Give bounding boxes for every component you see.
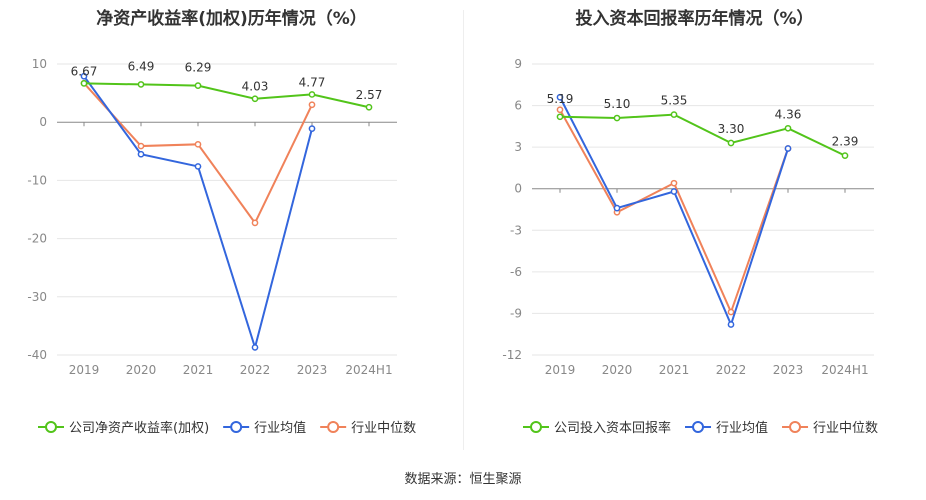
data-point[interactable] (365, 103, 373, 111)
series-line (559, 96, 789, 328)
x-tick-label: 2022 (240, 363, 271, 377)
x-tick-label: 2024H1 (821, 363, 868, 377)
x-tick-label: 2024H1 (345, 363, 392, 377)
data-point[interactable] (137, 142, 145, 150)
data-point[interactable] (308, 125, 316, 132)
y-tick-label: -12 (502, 348, 522, 362)
data-point[interactable] (556, 113, 564, 121)
data-label: 6.67 (71, 64, 98, 78)
legend-label[interactable]: 行业均值 (254, 420, 306, 436)
x-tick-label: 2020 (602, 363, 633, 377)
data-label: 4.77 (299, 75, 326, 89)
series-line (559, 109, 789, 315)
y-tick-label: -9 (510, 306, 522, 320)
data-label: 3.30 (718, 122, 745, 136)
x-tick-label: 2022 (716, 363, 747, 377)
x-tick-label: 2023 (773, 363, 804, 377)
data-point[interactable] (556, 106, 564, 114)
data-point[interactable] (727, 139, 735, 147)
legend-label[interactable]: 行业均值 (716, 420, 768, 436)
legend-marker-icon[interactable] (530, 421, 542, 433)
data-point[interactable] (137, 150, 145, 158)
data-point[interactable] (670, 188, 678, 195)
x-tick-label: 2021 (183, 363, 214, 377)
y-tick-label: -30 (27, 290, 47, 304)
data-point[interactable] (251, 344, 259, 351)
data-point[interactable] (308, 101, 316, 109)
data-point[interactable] (194, 163, 202, 170)
legend-label[interactable]: 公司投入资本回报率 (554, 420, 671, 436)
data-point[interactable] (308, 91, 316, 98)
data-point[interactable] (556, 93, 564, 101)
data-point[interactable] (80, 80, 88, 87)
data-point[interactable] (613, 114, 621, 122)
y-tick-label: 3 (514, 140, 522, 154)
chart-title-roe: 净资产收益率(加权)历年情况（%） (96, 9, 367, 29)
x-tick-label: 2021 (659, 363, 690, 377)
y-tick-label: -3 (510, 223, 522, 237)
legend-label[interactable]: 行业中位数 (813, 421, 878, 436)
source-note: 数据来源：恒生聚源 (404, 472, 522, 487)
legend-marker-icon[interactable] (692, 421, 705, 433)
data-point[interactable] (251, 219, 259, 227)
data-point[interactable] (670, 111, 678, 118)
y-tick-label: -6 (510, 265, 522, 279)
data-point[interactable] (841, 152, 849, 159)
data-point[interactable] (727, 321, 735, 328)
x-tick-label: 2020 (126, 363, 157, 377)
divider (463, 10, 464, 450)
legend-marker-icon[interactable] (45, 421, 57, 433)
data-point[interactable] (613, 204, 621, 212)
legend-marker-icon[interactable] (789, 421, 802, 433)
data-label: 4.36 (775, 107, 802, 121)
x-tick-label: 2019 (69, 363, 100, 377)
series-line (83, 75, 313, 352)
y-tick-label: 9 (514, 57, 522, 71)
legend-label[interactable]: 行业中位数 (351, 421, 416, 436)
y-tick-label: 0 (39, 115, 47, 129)
data-point[interactable] (194, 140, 202, 148)
data-point[interactable] (251, 95, 259, 103)
series-line (83, 82, 313, 225)
series-line (83, 82, 370, 109)
data-point[interactable] (784, 145, 792, 152)
x-tick-label: 2023 (297, 363, 328, 377)
y-tick-label: -20 (27, 232, 47, 246)
data-label: 6.29 (185, 61, 212, 75)
y-tick-label: 10 (32, 57, 47, 71)
data-label: 6.49 (128, 59, 155, 73)
data-label: 5.19 (547, 92, 574, 106)
data-point[interactable] (80, 72, 88, 80)
data-point[interactable] (670, 179, 678, 187)
legend-marker-icon[interactable] (327, 421, 340, 433)
legend-label[interactable]: 公司净资产收益率(加权) (69, 420, 209, 436)
data-point[interactable] (137, 81, 145, 88)
data-point[interactable] (727, 308, 735, 316)
y-tick-label: 0 (514, 182, 522, 196)
series-line (559, 113, 846, 157)
y-tick-label: -40 (27, 348, 47, 362)
data-label: 2.57 (356, 88, 383, 102)
legend-marker-icon[interactable] (230, 421, 243, 433)
x-tick-label: 2019 (545, 363, 576, 377)
data-label: 5.10 (604, 97, 631, 111)
data-point[interactable] (784, 124, 792, 132)
data-point[interactable] (194, 82, 202, 89)
data-label: 2.39 (832, 135, 859, 149)
y-tick-label: -10 (27, 173, 47, 187)
data-label: 4.03 (242, 80, 269, 94)
chart-title-roic: 投入资本回报率历年情况（%） (575, 9, 814, 29)
data-label: 5.35 (661, 94, 688, 108)
y-tick-label: 6 (514, 99, 522, 113)
